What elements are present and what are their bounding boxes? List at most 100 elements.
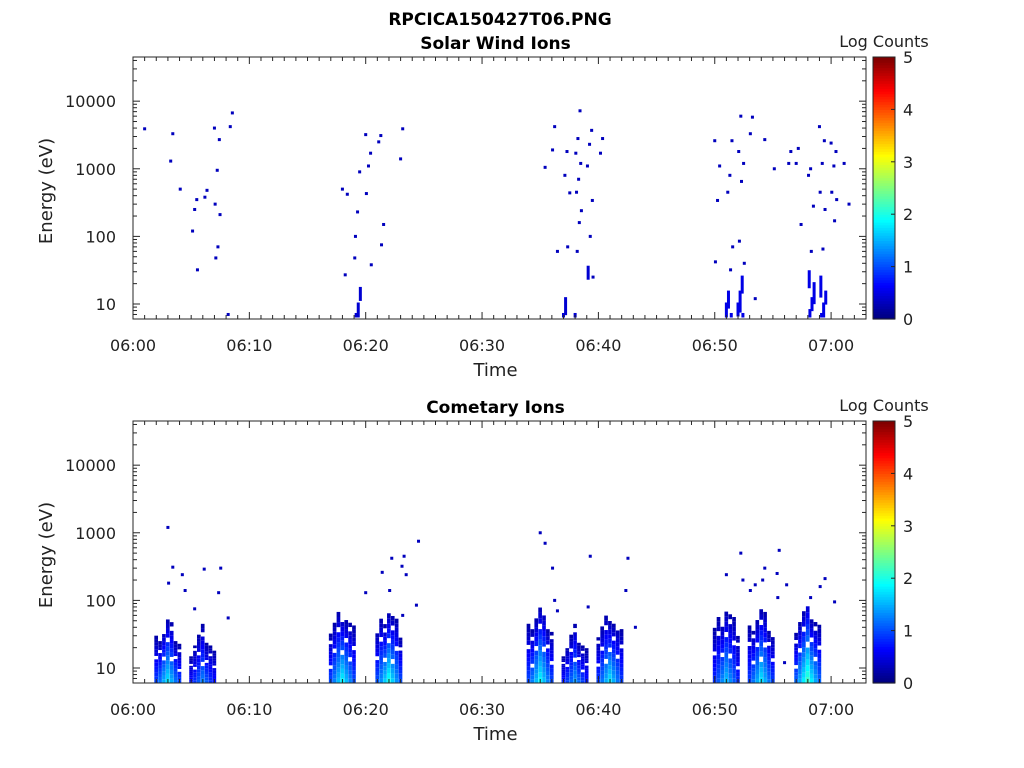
colorbar-segment [873, 643, 895, 647]
burst-cell [173, 665, 178, 669]
burst-cell [724, 657, 729, 663]
burst-cell [805, 629, 810, 636]
burst-cell [336, 677, 341, 683]
burst-cell [162, 660, 166, 665]
burst-cell [732, 678, 736, 683]
burst-cell [728, 624, 733, 630]
colorbar-segment [873, 305, 895, 310]
data-point [832, 164, 836, 168]
data-point [369, 263, 373, 267]
burst-cell [158, 671, 162, 675]
data-point [568, 191, 572, 195]
colorbar-segment [873, 229, 895, 234]
burst-cell [802, 677, 806, 683]
burst-cell [177, 671, 182, 675]
burst-cell [344, 629, 349, 634]
colorbar-segment [873, 641, 895, 645]
data-point [776, 596, 780, 600]
burst-cell [204, 665, 209, 669]
colorbar-segment [873, 135, 895, 139]
burst-cell [546, 663, 550, 668]
burst-cell [208, 661, 213, 665]
burst-cell [619, 671, 624, 676]
burst-cell [348, 622, 352, 628]
burst-cell [394, 623, 399, 628]
burst-cell [611, 670, 616, 675]
burst-cell [565, 658, 570, 662]
data-point [364, 192, 368, 196]
burst-cell [611, 661, 616, 667]
burst-cell [162, 679, 166, 683]
burst-cell [813, 635, 818, 640]
colorbar-segment [873, 148, 895, 152]
burst-cell [336, 672, 341, 678]
burst-cell [177, 674, 182, 678]
burst-cell [530, 656, 535, 660]
burst-cell [332, 635, 337, 640]
data-point [585, 164, 589, 168]
burst-cell [755, 633, 760, 639]
burst-cell [611, 623, 616, 628]
burst-cell [196, 655, 201, 659]
colorbar-segment [873, 664, 895, 668]
burst-cell [615, 678, 620, 683]
colorbar-segment [873, 531, 895, 535]
burst-cell [751, 668, 756, 672]
burst-cell [177, 666, 182, 669]
burst-cell [759, 661, 764, 668]
colorbar-segment [873, 654, 895, 658]
burst-cell [604, 634, 608, 640]
x-axis: 06:00 06:10 06:20 06:30 06:40 06:50 07:00 [110, 421, 867, 719]
burst-cell [802, 652, 806, 658]
colorbar-segment [873, 455, 895, 459]
colorbar-segment [873, 575, 895, 579]
burst-cell [208, 658, 213, 662]
burst-cell [736, 656, 740, 660]
colorbar-segment [873, 572, 895, 577]
colorbar-segment [873, 494, 895, 498]
burst-cell [767, 664, 771, 669]
data-point [543, 165, 547, 169]
burst-cell [390, 654, 395, 660]
burst-cell [712, 655, 717, 660]
colorbar-segment [873, 169, 895, 173]
burst-cell [189, 671, 193, 674]
burst-cell [332, 627, 337, 632]
colorbar-label: Log Counts [839, 32, 929, 51]
burst-cell [177, 657, 182, 661]
burst-cell [755, 674, 760, 679]
burst-cell [204, 654, 209, 658]
colorbar-tick-label: 5 [903, 48, 913, 67]
colorbar-segment [873, 201, 895, 205]
burst-cell [383, 640, 387, 646]
colorbar-segment [873, 188, 895, 192]
burst-cell [596, 669, 601, 674]
burst-cell [720, 678, 725, 683]
burst-cell [390, 639, 395, 645]
burst-cell [542, 677, 546, 683]
burst-cell [716, 617, 721, 622]
data-point [783, 661, 787, 665]
burst-cell [580, 672, 585, 675]
burst-cell [332, 665, 337, 671]
colorbar-segment [873, 525, 895, 530]
colorbar-segment [873, 601, 895, 605]
colorbar-segment [873, 625, 895, 629]
burst-cell [379, 673, 383, 679]
burst-cell [177, 652, 182, 655]
burst-cell [352, 625, 356, 630]
colorbar-segment [873, 612, 895, 616]
burst-cell [770, 661, 775, 666]
burst-cell [193, 680, 197, 683]
burst-cell [200, 657, 205, 662]
burst-cell [736, 639, 740, 643]
data-point [812, 282, 816, 305]
burst-cell [375, 667, 380, 672]
burst-cell [763, 657, 767, 663]
burst-cell [189, 675, 193, 678]
colorbar-segment [873, 431, 895, 435]
burst-cell [584, 675, 589, 679]
x-tick-label: 06:50 [692, 336, 738, 355]
panel-title: Solar Wind Ions [420, 34, 571, 54]
burst-cell [615, 658, 620, 663]
